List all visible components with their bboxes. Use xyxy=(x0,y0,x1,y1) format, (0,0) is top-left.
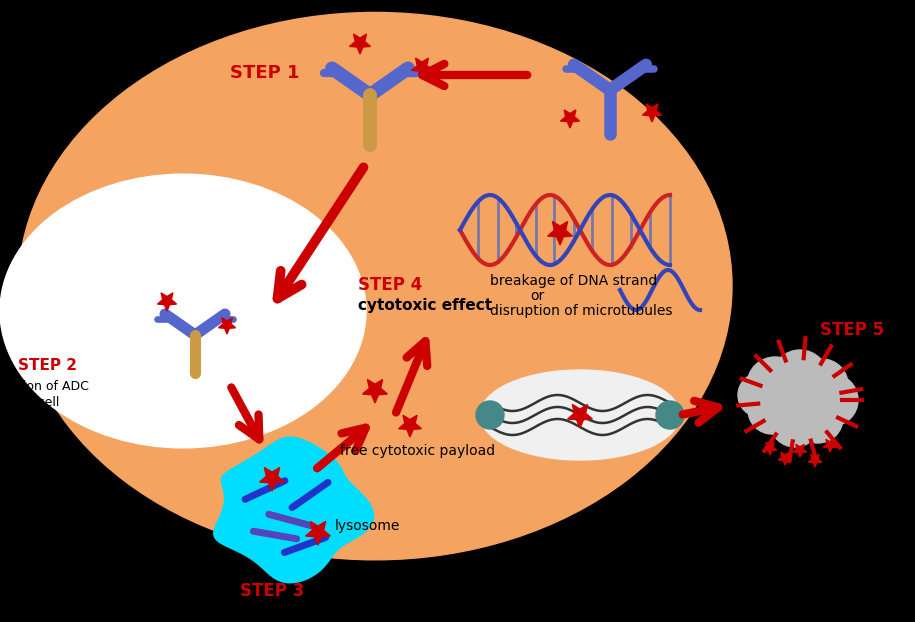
Polygon shape xyxy=(642,104,662,122)
Polygon shape xyxy=(214,437,373,583)
Circle shape xyxy=(772,350,828,406)
Circle shape xyxy=(738,373,782,417)
Text: or: or xyxy=(530,289,544,303)
Polygon shape xyxy=(219,318,235,334)
Polygon shape xyxy=(362,379,387,403)
Text: STEP 4: STEP 4 xyxy=(358,276,422,294)
Text: STEP 1: STEP 1 xyxy=(230,64,299,82)
Circle shape xyxy=(765,365,835,435)
Polygon shape xyxy=(399,415,422,437)
Text: breakage of DNA strand: breakage of DNA strand xyxy=(490,274,657,288)
Text: STEP 5: STEP 5 xyxy=(820,321,884,339)
Polygon shape xyxy=(808,454,822,467)
Circle shape xyxy=(796,359,848,411)
Circle shape xyxy=(476,401,504,429)
Polygon shape xyxy=(763,442,777,455)
Ellipse shape xyxy=(18,12,732,560)
Circle shape xyxy=(748,386,796,434)
Text: he cell: he cell xyxy=(18,396,59,409)
Text: lysosome: lysosome xyxy=(335,519,401,533)
Text: STEP 3: STEP 3 xyxy=(240,582,305,600)
Text: tion of ADC: tion of ADC xyxy=(18,380,89,393)
Circle shape xyxy=(806,374,858,426)
Polygon shape xyxy=(412,58,433,78)
Polygon shape xyxy=(824,439,836,452)
Text: disruption of microtubules: disruption of microtubules xyxy=(490,304,673,318)
Text: cytotoxic effect: cytotoxic effect xyxy=(358,298,492,313)
Polygon shape xyxy=(561,110,579,128)
Polygon shape xyxy=(306,521,330,545)
Text: STEP 2: STEP 2 xyxy=(18,358,77,373)
Text: free cytotoxic payload: free cytotoxic payload xyxy=(340,444,495,458)
Polygon shape xyxy=(567,404,592,428)
Polygon shape xyxy=(548,221,573,245)
Circle shape xyxy=(793,393,843,443)
Circle shape xyxy=(770,397,820,447)
Circle shape xyxy=(656,401,684,429)
Polygon shape xyxy=(260,468,285,491)
Polygon shape xyxy=(793,444,807,457)
Polygon shape xyxy=(779,452,791,465)
Ellipse shape xyxy=(480,370,680,460)
Circle shape xyxy=(747,357,803,413)
Polygon shape xyxy=(350,34,371,54)
Ellipse shape xyxy=(0,174,366,448)
Polygon shape xyxy=(157,293,177,311)
